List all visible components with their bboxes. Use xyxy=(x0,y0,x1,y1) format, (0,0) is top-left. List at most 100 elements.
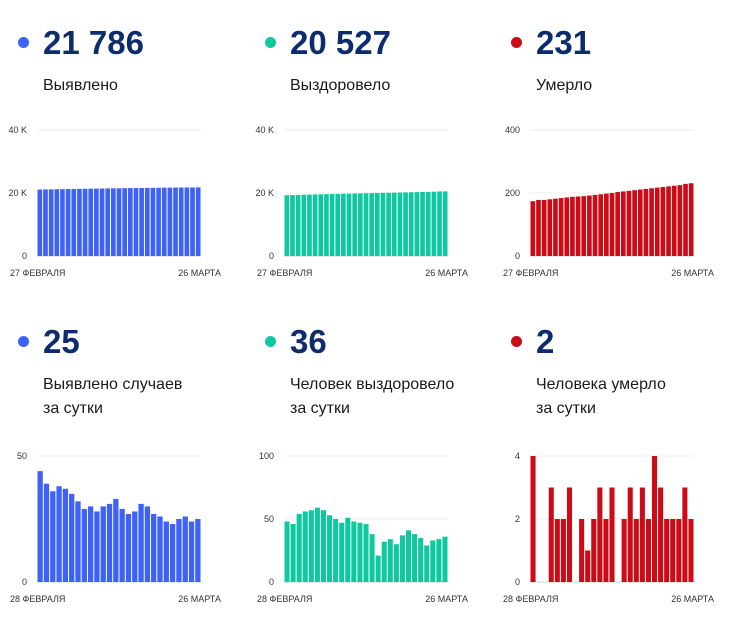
bar xyxy=(308,510,314,582)
bar xyxy=(442,191,448,256)
bar xyxy=(570,196,575,256)
bar xyxy=(50,491,56,582)
bar xyxy=(425,191,431,256)
bar xyxy=(609,487,615,582)
bar xyxy=(424,545,430,582)
bar xyxy=(412,534,418,582)
bar xyxy=(329,194,335,256)
bar xyxy=(318,194,324,256)
bar xyxy=(560,519,566,582)
bar xyxy=(77,188,82,256)
bar xyxy=(358,193,363,256)
x-start-label: 27 ФЕВРАЛЯ xyxy=(257,268,312,278)
y-tick-label: 200 xyxy=(505,188,520,198)
bar xyxy=(111,188,116,256)
deaths-daily-label-line2: за сутки xyxy=(536,400,596,417)
bar xyxy=(604,193,609,256)
bar xyxy=(167,187,173,256)
bar xyxy=(65,189,71,256)
bar xyxy=(335,193,341,256)
x-end-label: 26 МАРТА xyxy=(671,268,714,278)
bar xyxy=(363,524,369,582)
x-start-label: 28 ФЕВРАЛЯ xyxy=(257,594,312,604)
detected-daily-value: 25 xyxy=(43,323,80,360)
bar xyxy=(301,194,307,256)
y-tick-label: 40 K xyxy=(8,125,27,135)
chart-detected-daily: 0 50 28 ФЕВРАЛЯ 26 МАРТА xyxy=(10,451,221,604)
y-tick-label: 0 xyxy=(515,577,520,587)
bar xyxy=(621,519,627,582)
detected-daily-dot-icon xyxy=(18,336,29,347)
bar xyxy=(380,192,386,256)
bar xyxy=(436,539,442,582)
bar xyxy=(127,188,133,256)
bar xyxy=(71,188,77,256)
bar xyxy=(48,189,54,256)
y-tick-label: 50 xyxy=(264,514,274,524)
bar xyxy=(683,183,688,256)
bar xyxy=(393,544,399,582)
bar xyxy=(387,539,393,582)
bar xyxy=(346,193,352,256)
bar xyxy=(541,199,547,256)
panel-deaths-daily: 2 Человека умерло за сутки 0 2 4 28 ФЕВРАЛЯ… xyxy=(493,310,728,610)
detected-daily-label-line2: за сутки xyxy=(43,400,103,417)
y-tick-label: 0 xyxy=(22,577,27,587)
chart-recovered-daily: 0 50 100 28 ФЕВРАЛЯ 26 МАРТА xyxy=(257,451,468,604)
bar xyxy=(548,487,554,582)
bar xyxy=(169,524,176,582)
bar xyxy=(163,521,169,582)
detected-daily-label-line1: Выявлено случаев xyxy=(43,376,183,393)
bar xyxy=(688,519,694,582)
bar xyxy=(391,192,397,256)
bar xyxy=(547,199,553,256)
bar xyxy=(295,194,301,256)
recovered-daily-label-line1: Человек выздоровело xyxy=(290,376,455,393)
bar xyxy=(558,198,564,256)
bar xyxy=(333,519,339,582)
chart-recovered-total: 0 20 K 40 K 27 ФЕВРАЛЯ 26 МАРТА xyxy=(255,125,468,278)
bar xyxy=(597,487,603,582)
bar xyxy=(94,511,100,582)
bar xyxy=(87,506,94,582)
bar xyxy=(37,189,43,256)
recovered-daily-dot-icon xyxy=(265,336,276,347)
bar xyxy=(645,519,651,582)
bar xyxy=(430,540,436,582)
bar xyxy=(133,188,139,256)
bar xyxy=(609,193,615,256)
bar xyxy=(173,187,178,256)
y-tick-label: 40 K xyxy=(255,125,274,135)
bar xyxy=(188,521,195,582)
detected-total-label: Выявлено xyxy=(43,77,118,94)
bar xyxy=(113,498,119,582)
bar xyxy=(639,487,645,582)
recovered-dot-icon xyxy=(265,37,276,48)
panel-detected-daily: 25 Выявлено случаев за сутки 0 50 28 ФЕВРА… xyxy=(0,310,235,610)
y-tick-label: 400 xyxy=(505,125,520,135)
bar xyxy=(184,187,190,256)
bar xyxy=(442,536,448,582)
y-tick-label: 0 xyxy=(269,577,274,587)
x-start-label: 28 ФЕВРАЛЯ xyxy=(503,594,558,604)
bar xyxy=(581,196,587,256)
x-end-label: 26 МАРТА xyxy=(671,594,714,604)
bar xyxy=(290,195,295,256)
recovered-daily-label-line2: за сутки xyxy=(290,400,350,417)
bar xyxy=(627,487,633,582)
chart-detected-total: 0 20 K 40 K 27 ФЕВРАЛЯ 26 МАРТА xyxy=(8,125,221,278)
bar xyxy=(105,188,111,256)
bar xyxy=(357,522,363,582)
bar xyxy=(290,524,296,582)
bar xyxy=(575,196,581,256)
bar xyxy=(190,187,195,256)
bar xyxy=(603,519,609,582)
bar xyxy=(620,191,626,256)
bar xyxy=(615,192,620,256)
bar xyxy=(150,187,156,256)
panel-recovered-daily: 36 Человек выздоровело за сутки 0 50 100 28… xyxy=(247,310,482,610)
bar xyxy=(116,188,122,256)
bar xyxy=(195,187,201,256)
chart-deaths-total: 0 200 400 27 ФЕВРАЛЯ 26 МАРТА xyxy=(503,125,714,278)
